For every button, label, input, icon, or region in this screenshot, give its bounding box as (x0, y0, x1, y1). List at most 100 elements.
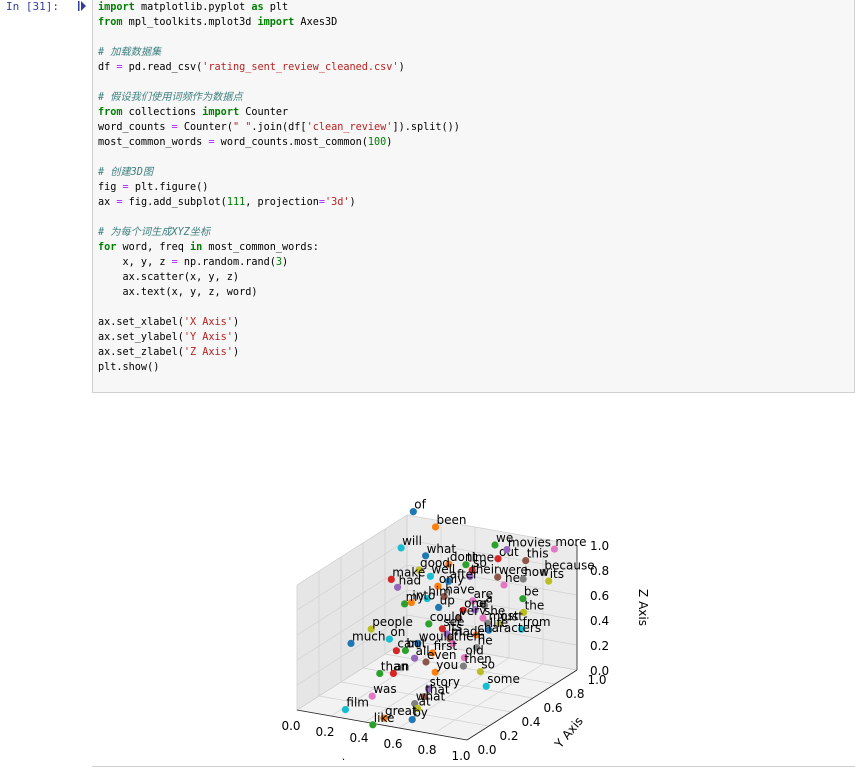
run-cursor-icon[interactable] (78, 0, 86, 12)
data-point (434, 582, 442, 590)
x-tick-label: 1.0 (451, 749, 470, 760)
code-token: import (98, 2, 135, 13)
data-point (341, 706, 349, 714)
word-label: her (505, 571, 525, 585)
code-token: 'Y Axis' (183, 332, 233, 343)
word-label: dont (450, 550, 478, 564)
data-point (414, 639, 422, 647)
code-token: import (257, 17, 295, 28)
word-label: old (465, 644, 483, 658)
data-point (494, 555, 502, 563)
word-label: were (499, 563, 528, 577)
code-token: 3 (275, 257, 283, 268)
grid-line (364, 651, 476, 723)
y-tick-label: 0.0 (477, 743, 496, 757)
code-token: for (98, 242, 117, 253)
code-token: import (202, 107, 240, 118)
word-label: like (374, 711, 395, 725)
code-token: mpl_toolkits.mplot3d (122, 17, 258, 28)
code-token: 'Z Axis' (183, 347, 233, 358)
grid-line (398, 657, 510, 729)
word-label: at (419, 694, 431, 708)
code-line (98, 210, 460, 225)
word-label: what (416, 690, 446, 704)
data-point (423, 595, 431, 603)
code-token: pd.read_csv( (122, 62, 203, 73)
grid-line (296, 614, 408, 686)
data-point (466, 572, 474, 581)
y-tick-label: 0.2 (499, 729, 518, 743)
code-line: ax = fig.add_subplot(111, projection='3d… (98, 195, 460, 210)
code-token: = (116, 62, 123, 73)
code-line: ax.text(x, y, z, word) (98, 285, 460, 300)
code-line: import matplotlib.pyplot as plt (98, 0, 460, 15)
word-label: will (402, 534, 422, 548)
data-point (500, 581, 508, 589)
word-label: only (439, 572, 464, 586)
code-token: fig.add_subplot( (122, 197, 227, 208)
data-point (455, 614, 463, 622)
code-token: collections (122, 107, 203, 118)
grid-line (406, 539, 578, 571)
grid-line (406, 514, 578, 546)
code-token: ax (98, 197, 117, 208)
word-label: him (428, 585, 451, 599)
code-line: # 加载数据集 (98, 45, 460, 60)
code-editor[interactable]: import matplotlib.pyplot as plt from mpl_… (98, 0, 460, 375)
z-tick-label: 0.2 (590, 639, 609, 653)
code-token: from (98, 17, 123, 28)
data-point (482, 682, 490, 690)
code-line: ax.set_zlabel('Z Axis') (98, 345, 460, 360)
data-point (539, 568, 547, 576)
code-token: most_common_words (98, 137, 209, 148)
word-label: well (431, 562, 455, 576)
word-label: my (406, 590, 425, 604)
code-line: x, y, z = np.random.rand(3) (98, 255, 460, 270)
data-point (385, 635, 393, 643)
data-point (459, 606, 467, 614)
code-line: most_common_words = word_counts.most_com… (98, 135, 460, 150)
word-label: more (555, 535, 586, 549)
code-line: # 假设我们使用词频作为数据点 (98, 90, 460, 105)
code-token: df (98, 62, 117, 73)
data-point (380, 714, 388, 722)
data-point (394, 583, 402, 591)
data-point (420, 693, 428, 701)
word-label: because (544, 558, 594, 572)
code-line (98, 300, 460, 315)
word-label: than (381, 660, 408, 674)
word-label: its (550, 567, 564, 581)
z-tick-label: 0.4 (590, 614, 609, 628)
grid-line (296, 589, 408, 661)
x-tick-label: 0.0 (281, 719, 300, 733)
y-axis-line (466, 669, 578, 741)
data-point (520, 608, 528, 616)
code-token: ax.text(x, y, z, word) (98, 287, 258, 298)
code-token: fig (98, 182, 123, 193)
word-label: he (478, 634, 493, 648)
cell-divider (92, 766, 855, 767)
word-label: how (524, 565, 549, 579)
word-label: after (450, 567, 478, 581)
data-point (491, 541, 499, 549)
word-label: great (385, 704, 417, 718)
data-point (438, 625, 446, 633)
code-line: fig = plt.figure() (98, 180, 460, 195)
data-point (494, 573, 502, 581)
code-token: plt.show() (98, 362, 160, 373)
word-label: life (490, 616, 508, 630)
data-point (519, 575, 527, 583)
code-token: # 假设我们使用词频作为数据点 (98, 92, 243, 103)
y-tick-label: 0.6 (543, 701, 562, 715)
code-cell-input[interactable]: import matplotlib.pyplot as plt from mpl_… (92, 0, 855, 393)
data-point (409, 508, 417, 516)
word-label: their (471, 563, 499, 577)
data-point (449, 639, 457, 648)
word-label: up (440, 593, 455, 607)
code-token: matplotlib.pyplot (134, 2, 252, 13)
data-point (425, 685, 433, 693)
word-label: movies (508, 536, 551, 550)
data-point (368, 692, 376, 700)
word-label: you (436, 658, 458, 672)
word-label: so (473, 556, 487, 570)
